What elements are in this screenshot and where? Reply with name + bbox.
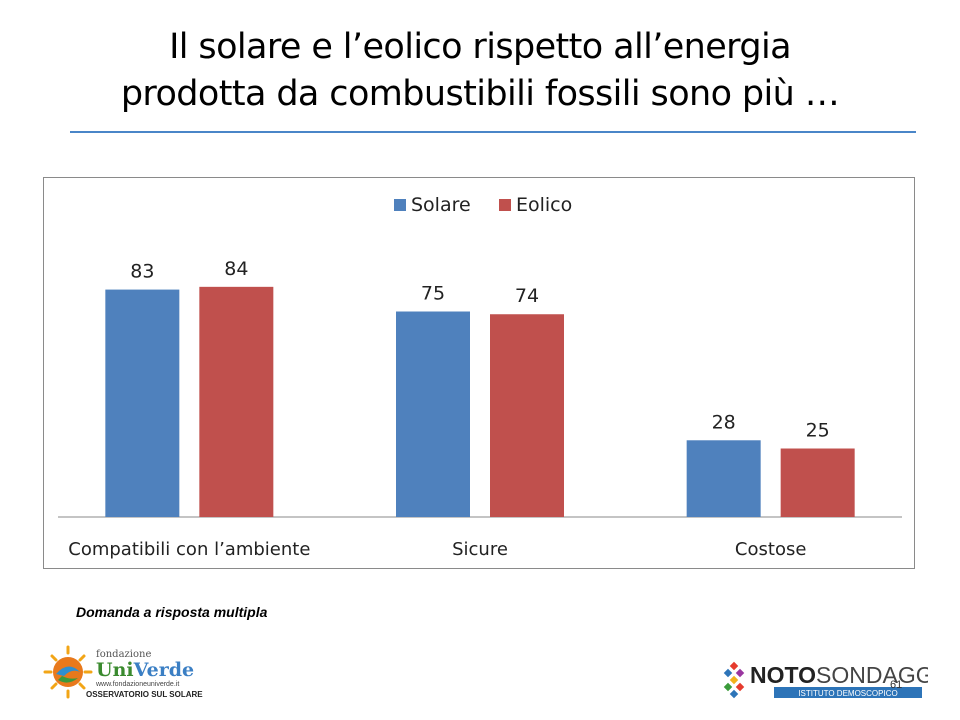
bar-eolico-1 (490, 314, 564, 517)
data-label-solare-2: 28 (712, 411, 736, 433)
svg-text:UniVerde: UniVerde (96, 659, 194, 681)
bar-solare-2 (686, 440, 761, 517)
chart-frame: Solare Eolico 83 84 Compatibili con l’ambien… (43, 177, 915, 569)
bar-solare-1 (396, 311, 470, 517)
data-label-solare-1: 75 (421, 283, 445, 305)
logo-left-verde: Verde (133, 659, 194, 681)
legend-label-solare: Solare (411, 194, 471, 216)
sun-icon (43, 645, 93, 699)
category-label-0: Compatibili con l’ambiente (68, 539, 310, 560)
data-label-eolico-2: 25 (806, 420, 830, 442)
legend-label-eolico: Eolico (516, 194, 572, 216)
logo-right-noto: NOTO (750, 662, 816, 688)
logo-left-uni: Uni (96, 659, 134, 681)
noto-sondaggi-logo: NOTOSONDAGGI ISTITUTO DEMOSCOPICO (723, 661, 928, 699)
bar-eolico-0 (199, 286, 274, 517)
logo-left-tagline: OSSERVATORIO SUL SOLARE (86, 690, 203, 699)
title-divider (70, 131, 916, 133)
slide-title: Il solare e l’eolico rispetto all’energi… (60, 24, 900, 118)
data-label-eolico-1: 74 (515, 285, 539, 307)
legend-swatch-eolico (499, 199, 511, 211)
logo-right-tagline: ISTITUTO DEMOSCOPICO (798, 689, 897, 698)
diamond-mosaic-icon (723, 661, 745, 699)
category-label-1: Sicure (452, 539, 508, 560)
logo-left-url: www.fondazioneuniverde.it (95, 681, 179, 688)
page-number: 61 (890, 679, 903, 691)
logo-right-band (774, 687, 922, 698)
survey-note: Domanda a risposta multipla (76, 604, 268, 620)
data-label-eolico-0: 84 (224, 258, 248, 280)
data-label-solare-0: 83 (130, 261, 154, 283)
logo-left-line1: fondazione (96, 649, 151, 660)
bar-chart: Solare Eolico 83 84 Compatibili con l’ambien… (58, 194, 902, 560)
category-label-2: Costose (735, 539, 806, 560)
svg-text:NOTOSONDAGGI: NOTOSONDAGGI (750, 662, 928, 688)
univerde-logo: fondazione UniVerde www.fondazioneuniver… (43, 645, 203, 699)
legend-swatch-solare (394, 199, 406, 211)
slide-title-line-1: Il solare e l’eolico rispetto all’energi… (169, 27, 791, 67)
slide-title-line-2: prodotta da combustibili fossili sono pi… (120, 74, 840, 114)
logo-right-sondaggi: SONDAGGI (816, 662, 928, 688)
bar-eolico-2 (780, 448, 855, 517)
bar-solare-0 (105, 289, 180, 517)
